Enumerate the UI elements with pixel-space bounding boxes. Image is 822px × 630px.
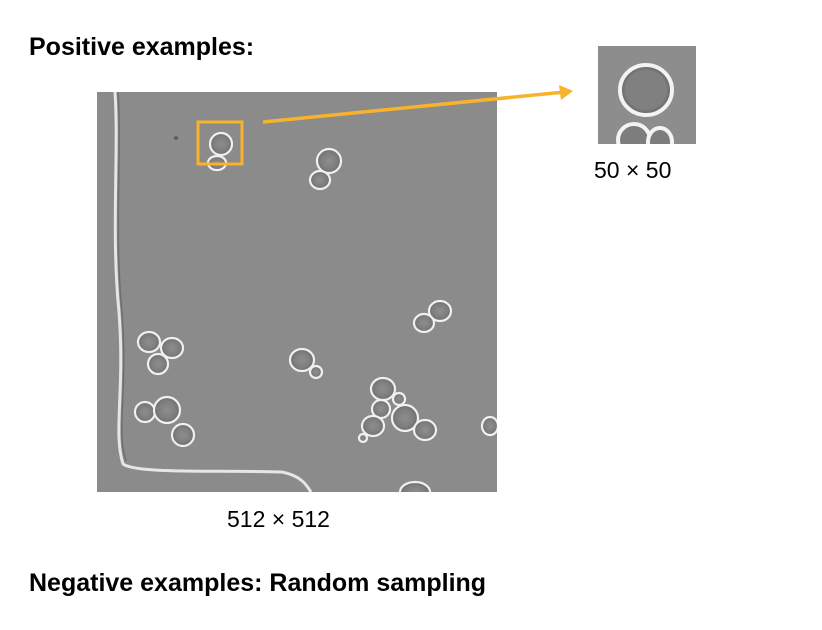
positive-examples-heading: Positive examples:	[29, 33, 255, 61]
negative-examples-heading: Negative examples: Random sampling	[29, 569, 487, 597]
full-image-size-label: 512 × 512	[227, 506, 330, 532]
microscopy-image	[97, 92, 497, 492]
crop-size-label: 50 × 50	[594, 157, 672, 183]
cropped-cell-image	[598, 46, 696, 144]
zoom-arrow	[262, 85, 573, 124]
